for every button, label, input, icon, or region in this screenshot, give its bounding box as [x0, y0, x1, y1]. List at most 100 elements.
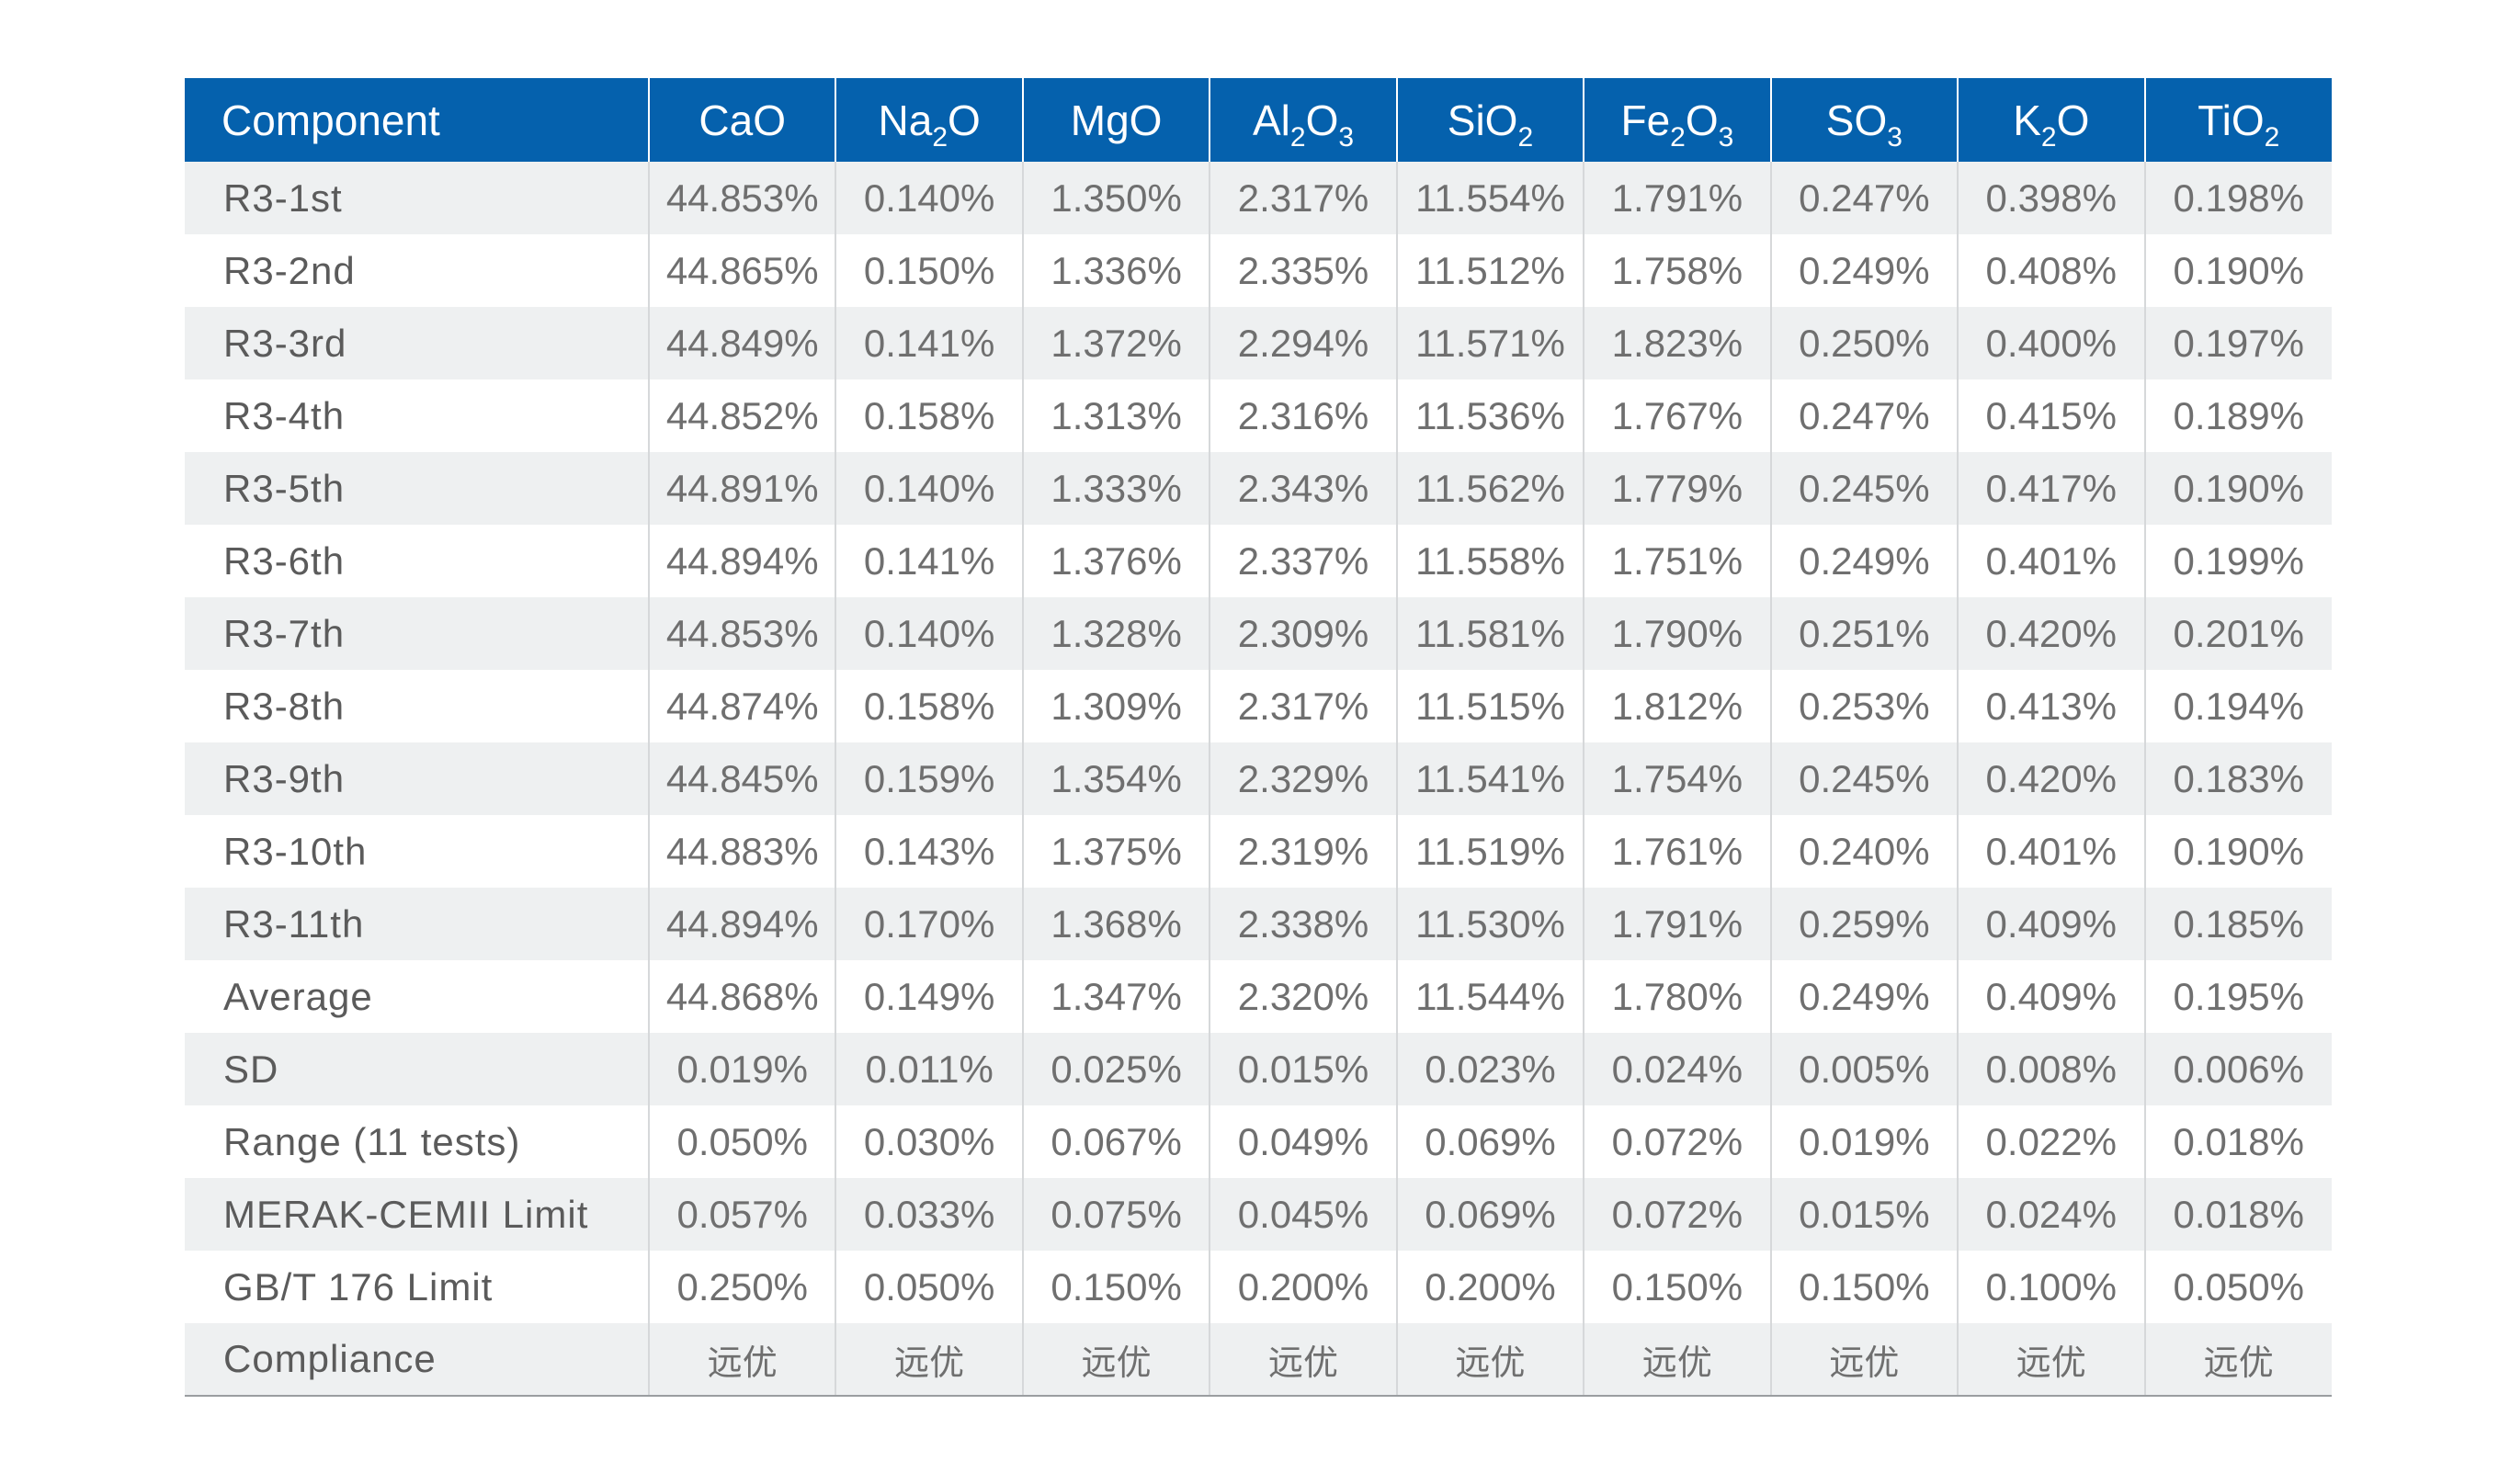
header-text: O [1685, 96, 1719, 144]
header-subscript: 3 [1718, 121, 1734, 153]
header-cao: CaO [647, 78, 836, 162]
header-text: CaO [698, 96, 787, 144]
table-cell: 1.823% [1583, 307, 1771, 379]
table-cell: 2.294% [1209, 307, 1397, 379]
table-cell: 1.791% [1583, 162, 1771, 234]
table-cell: 44.874% [647, 670, 836, 742]
table-cell: 1.309% [1021, 670, 1210, 742]
table-cell: 0.141% [835, 307, 1023, 379]
table-cell: 11.515% [1395, 670, 1584, 742]
table-cell: 远优 [835, 1323, 1023, 1397]
table-cell: 0.140% [835, 597, 1023, 670]
table-row: R3-4th 44.852% 0.158% 1.313% 2.316% 11.536% 1.… [185, 379, 2332, 452]
table-cell: 44.845% [647, 742, 836, 815]
table-cell: 1.758% [1583, 234, 1771, 307]
table-cell: 0.197% [2143, 307, 2332, 379]
row-label: R3-1st [223, 176, 343, 220]
table-cell: 0.072% [1583, 1105, 1771, 1178]
table-cell: 1.368% [1021, 888, 1210, 960]
row-label: R3-11th [223, 901, 365, 946]
table-cell: 远优 [1583, 1323, 1771, 1397]
header-text: O [2056, 96, 2090, 144]
table-cell: 0.049% [1209, 1105, 1397, 1178]
table-cell: 44.865% [647, 234, 836, 307]
table-row: R3-7th 44.853% 0.140% 1.328% 2.309% 11.581% 1.… [185, 597, 2332, 670]
table-cell: 0.249% [1769, 525, 1959, 597]
table-cell: 0.413% [1957, 670, 2145, 742]
table-cell: 0.398% [1957, 162, 2145, 234]
table-cell: 0.159% [835, 742, 1023, 815]
table-cell: 0.050% [647, 1105, 836, 1178]
row-label: R3-7th [223, 611, 346, 655]
table-cell: 1.372% [1021, 307, 1210, 379]
header-text: TiO [2198, 96, 2265, 144]
header-mgo: MgO [1021, 78, 1210, 162]
table-cell: 2.338% [1209, 888, 1397, 960]
table-cell: 11.541% [1395, 742, 1584, 815]
table-cell: 11.530% [1395, 888, 1584, 960]
table-cell: 0.150% [1583, 1251, 1771, 1323]
header-subscript: 2 [1670, 121, 1686, 153]
table-cell: 1.812% [1583, 670, 1771, 742]
header-subscript: 2 [1517, 121, 1534, 153]
table-cell: 0.069% [1395, 1105, 1584, 1178]
table-cell: 1.336% [1021, 234, 1210, 307]
table-cell: 0.140% [835, 162, 1023, 234]
table-cell: 0.409% [1957, 888, 2145, 960]
table-cell: 0.050% [835, 1251, 1023, 1323]
table-cell: 0.072% [1583, 1178, 1771, 1251]
table-row: R3-8th 44.874% 0.158% 1.309% 2.317% 11.515% 1.… [185, 670, 2332, 742]
header-subscript: 2 [2264, 121, 2280, 153]
table-cell: 0.409% [1957, 960, 2145, 1033]
table-cell: 1.376% [1021, 525, 1210, 597]
table-cell: 1.779% [1583, 452, 1771, 525]
table-cell: 远优 [1957, 1323, 2145, 1397]
table-cell: 0.015% [1209, 1033, 1397, 1105]
table-cell: 远优 [1209, 1323, 1397, 1397]
table-row: R3-6th 44.894% 0.141% 1.376% 2.337% 11.558% 1.… [185, 525, 2332, 597]
header-subscript: 2 [2040, 121, 2057, 153]
table-row: R3-10th 44.883% 0.143% 1.375% 2.319% 11.519% 1… [185, 815, 2332, 888]
composition-table: Component CaO Na2O MgO Al2O3 SiO2 Fe2O3 SO3 K2O… [185, 78, 2332, 1397]
table-row: MERAK-CEMII Limit 0.057% 0.033% 0.075% 0.045… [185, 1178, 2332, 1251]
table-cell: 44.853% [647, 162, 836, 234]
table-cell: 0.008% [1957, 1033, 2145, 1105]
table-cell: 0.005% [1769, 1033, 1959, 1105]
composition-table-container: Component CaO Na2O MgO Al2O3 SiO2 Fe2O3 SO3 K2O… [185, 78, 2332, 1397]
table-cell: 11.519% [1395, 815, 1584, 888]
table-cell: 0.190% [2143, 815, 2332, 888]
table-cell: 0.415% [1957, 379, 2145, 452]
table-cell: 0.249% [1769, 960, 1959, 1033]
row-label: Average [223, 974, 373, 1018]
row-label: MERAK-CEMII Limit [223, 1192, 589, 1236]
table-cell: 0.019% [1769, 1105, 1959, 1178]
table-row: R3-11th 44.894% 0.170% 1.368% 2.338% 11.530% 1… [185, 888, 2332, 960]
table-cell: 1.761% [1583, 815, 1771, 888]
table-header-row: Component CaO Na2O MgO Al2O3 SiO2 Fe2O3 SO3 K2O… [185, 78, 2332, 162]
table-cell: 11.512% [1395, 234, 1584, 307]
header-so3: SO3 [1769, 78, 1959, 162]
row-label: R3-9th [223, 756, 346, 800]
table-cell: 远优 [647, 1323, 836, 1397]
table-cell: 0.245% [1769, 452, 1959, 525]
row-label: R3-3rd [223, 321, 347, 365]
table-cell: 2.329% [1209, 742, 1397, 815]
table-row: R3-5th 44.891% 0.140% 1.333% 2.343% 11.562% 1.… [185, 452, 2332, 525]
table-cell: 0.025% [1021, 1033, 1210, 1105]
table-cell: 0.150% [1021, 1251, 1210, 1323]
table-cell: 0.401% [1957, 815, 2145, 888]
table-cell: 44.868% [647, 960, 836, 1033]
table-cell: 0.400% [1957, 307, 2145, 379]
header-al2o3: Al2O3 [1209, 78, 1397, 162]
table-row: Range (11 tests) 0.050% 0.030% 0.067% 0.049%… [185, 1105, 2332, 1178]
table-cell: 0.417% [1957, 452, 2145, 525]
header-text: Na [878, 96, 933, 144]
table-cell: 44.891% [647, 452, 836, 525]
row-label: SD [223, 1047, 279, 1091]
table-cell: 远优 [1395, 1323, 1584, 1397]
table-cell: 11.544% [1395, 960, 1584, 1033]
table-cell: 0.050% [2143, 1251, 2332, 1323]
row-label: R3-5th [223, 466, 346, 510]
table-cell: 1.375% [1021, 815, 1210, 888]
table-cell: 0.150% [835, 234, 1023, 307]
